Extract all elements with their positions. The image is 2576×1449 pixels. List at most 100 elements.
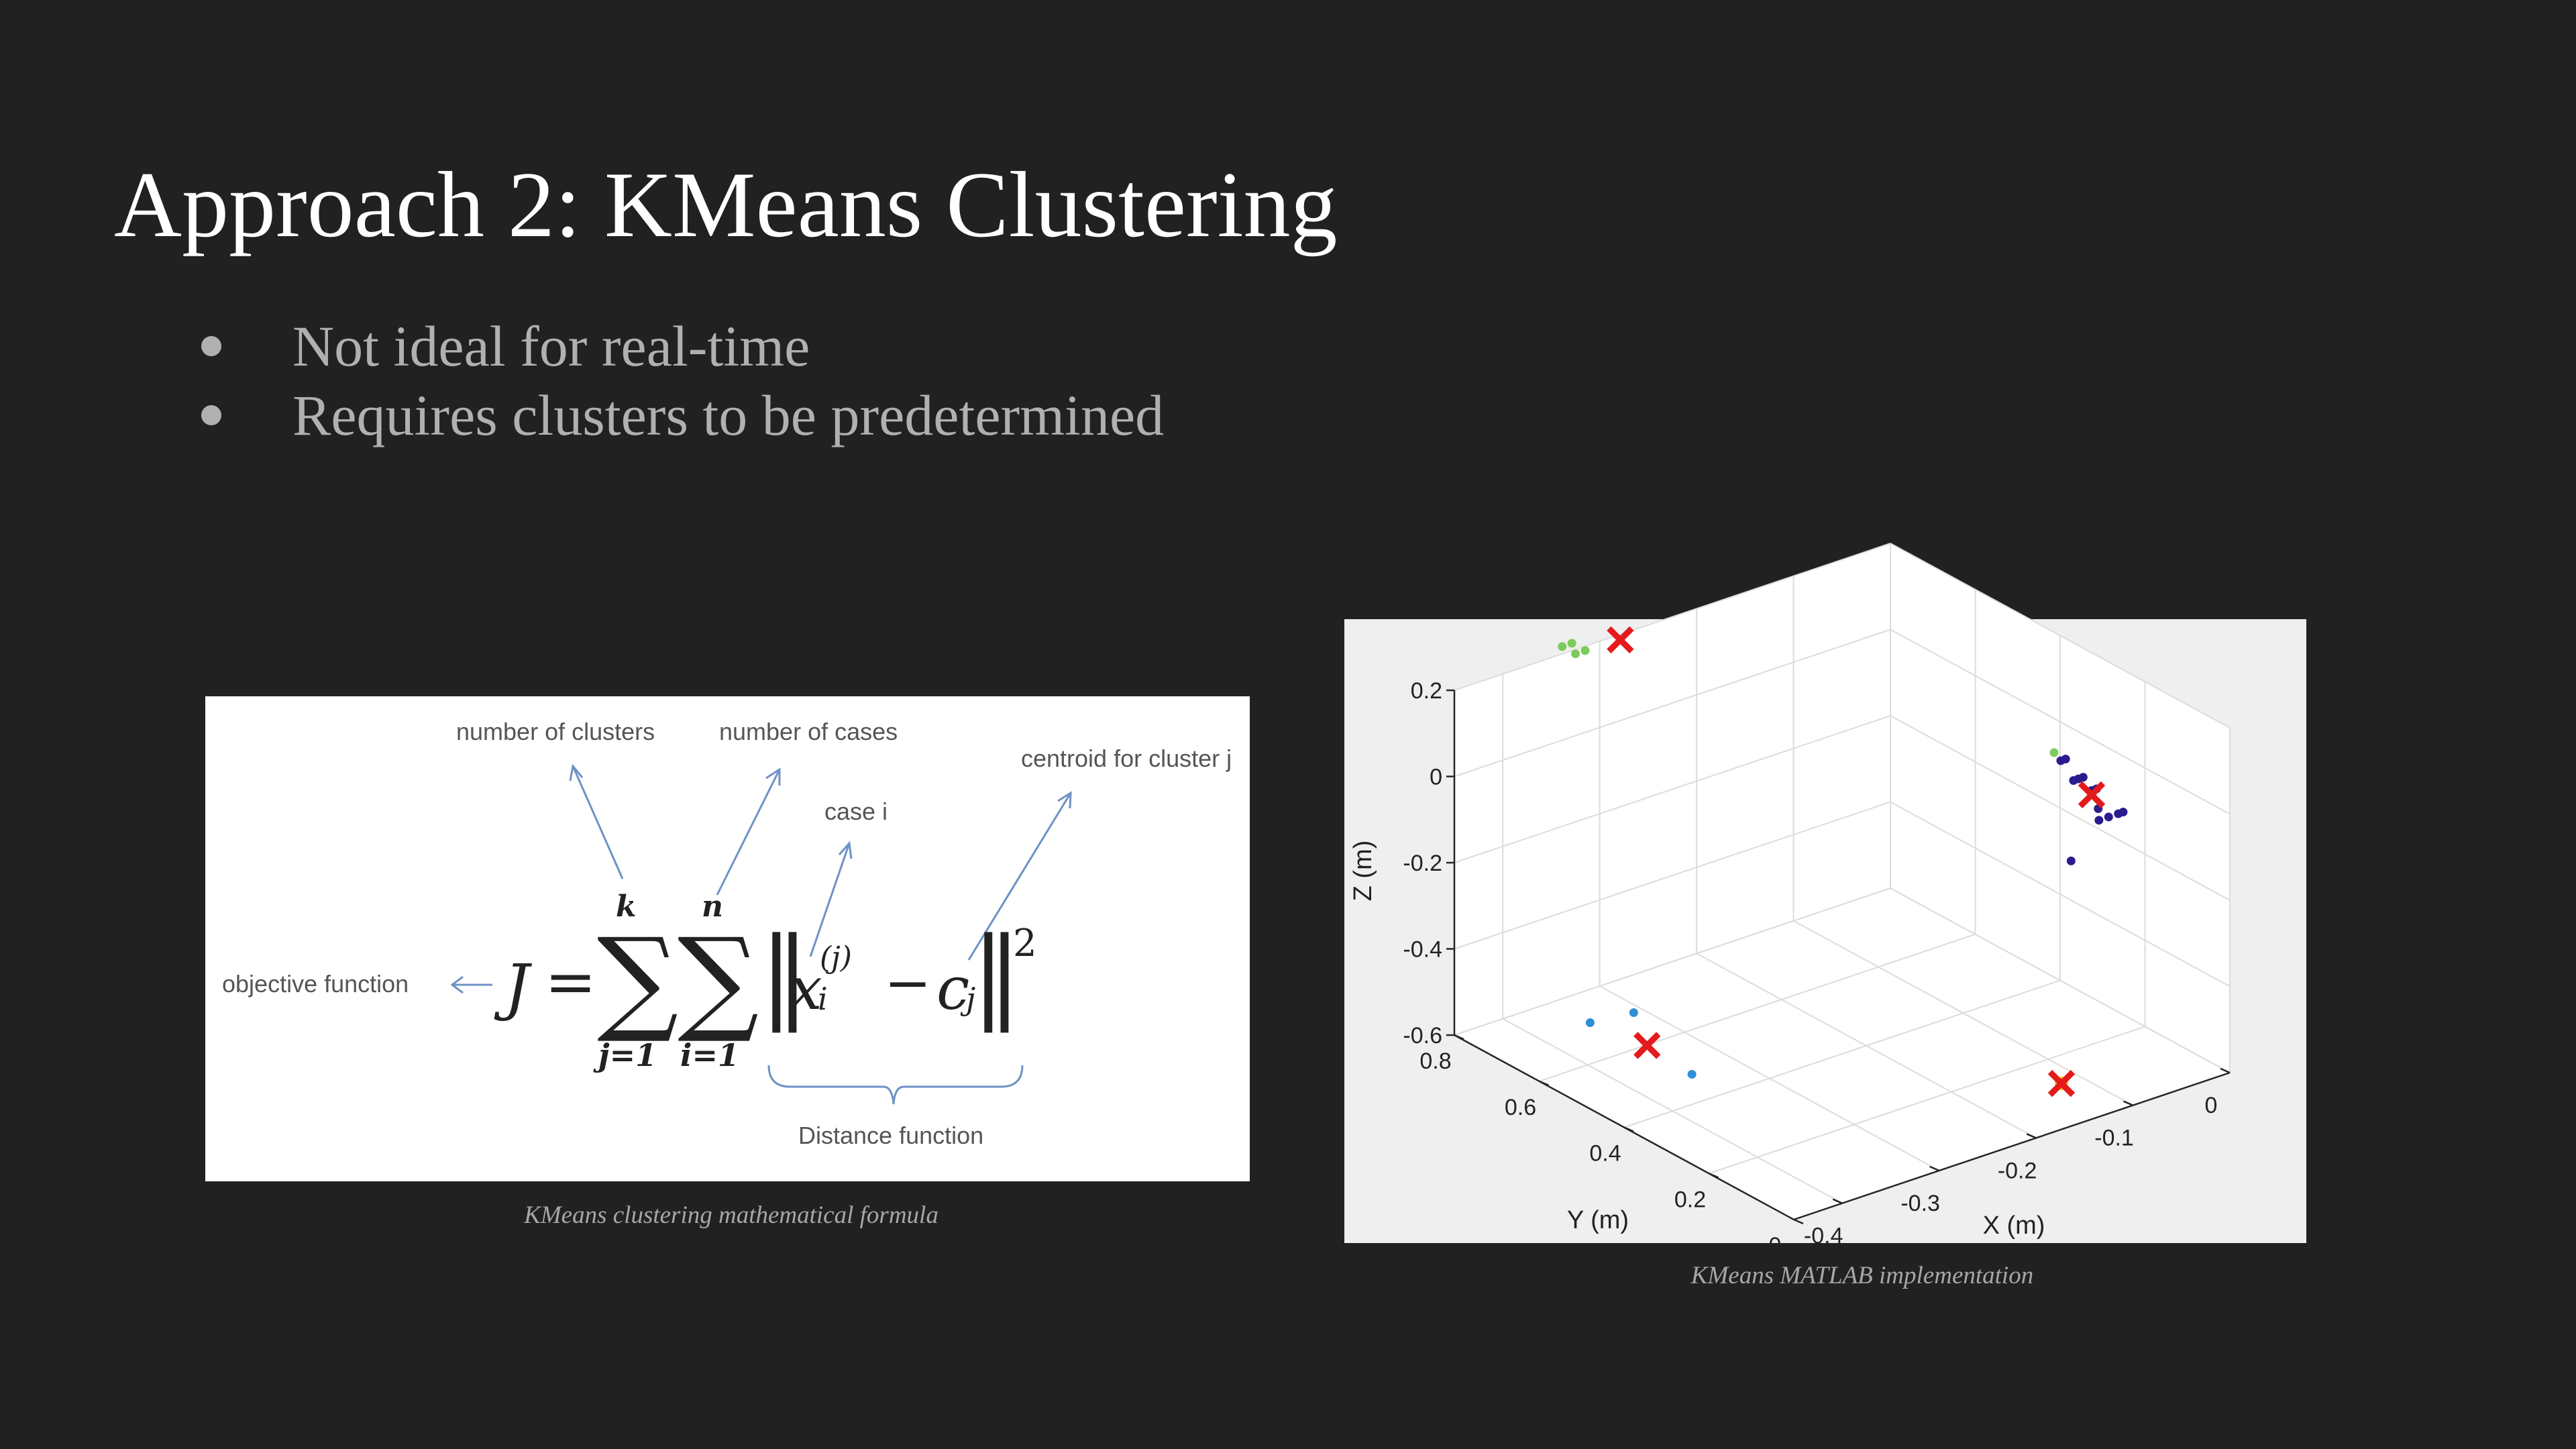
- arrow-head: [1057, 791, 1072, 809]
- slide-title: Approach 2: KMeans Clustering: [114, 153, 1338, 257]
- gridline: [1890, 888, 2231, 1073]
- z-tick-label: 0: [1430, 765, 1442, 790]
- y-tick-label: 0.2: [1674, 1187, 1706, 1212]
- data-point: [1567, 639, 1576, 648]
- data-point: [1580, 646, 1590, 655]
- y-tick-label: 0: [1769, 1233, 1782, 1258]
- y-tick: [1454, 1034, 1464, 1040]
- x-tick-label: -0.3: [1900, 1191, 1940, 1216]
- x-axis-label: X (m): [1983, 1212, 2045, 1240]
- formula-j: J: [504, 951, 529, 1023]
- bullet-item: Not ideal for real-time: [195, 312, 1164, 381]
- formula-c: c: [936, 954, 970, 1023]
- y-tick-label: 0.8: [1419, 1049, 1451, 1074]
- chart-tick-labels: -0.4 -0.3 -0.2 -0.1 0 0 0.2 0.4 0.6 0.8-0.6 -0.4 -0…: [1403, 678, 2217, 1258]
- gridline: [1890, 715, 2231, 901]
- distance-brace: [767, 1065, 1024, 1105]
- matlab-figure: -0.4 -0.3 -0.2 -0.1 0 0 0.2 0.4 0.6 0.8 -0.6 -0.4 -0…: [1344, 543, 2306, 1258]
- formula-image: number of clusters number of cases case …: [205, 696, 1250, 1181]
- arrow-cases: [716, 769, 781, 896]
- data-point: [2066, 856, 2076, 865]
- data-point: [2104, 812, 2113, 822]
- label-centroid: centroid for cluster j: [1021, 745, 1232, 772]
- y-tick: [1793, 1218, 1804, 1225]
- data-point: [1571, 649, 1580, 659]
- gridline: [1454, 715, 1891, 863]
- arrow-head: [450, 975, 464, 994]
- centroid-marker: [1607, 626, 1634, 653]
- formula-x-superscript: (j): [820, 941, 852, 975]
- arrow-head: [569, 763, 584, 782]
- z-tick-label: -0.4: [1403, 937, 1442, 963]
- gridline: [1454, 888, 1891, 1036]
- bullet-text: Requires clusters to be predetermined: [292, 383, 1165, 447]
- gridline: [1454, 801, 1891, 950]
- bullet-dot: [201, 405, 221, 425]
- data-point: [2094, 816, 2104, 825]
- gridline: [1709, 1026, 2145, 1175]
- y-tick-label: 0.4: [1589, 1141, 1621, 1167]
- chart-axes: [1446, 689, 2231, 1225]
- data-point: [2078, 773, 2088, 782]
- formula-x: x: [789, 954, 822, 1023]
- gridline: [1454, 543, 1891, 691]
- norm-bar-icon: ‖: [759, 916, 810, 1033]
- sigma-icon: ∑: [678, 914, 759, 1046]
- y-tick: [1539, 1080, 1549, 1086]
- data-point: [1558, 642, 1567, 651]
- label-distance-function: Distance function: [798, 1122, 984, 1149]
- gridline: [1454, 629, 1891, 777]
- formula-sum2-top: n: [702, 890, 723, 924]
- data-point: [1629, 1008, 1638, 1017]
- x-axis-line: [1793, 1071, 2231, 1221]
- gridline: [1890, 543, 2231, 729]
- arrow-clusters: [572, 765, 624, 879]
- arrow-centroid: [967, 792, 1072, 961]
- x-tick-label: -0.1: [2094, 1126, 2134, 1151]
- formula-power: 2: [1013, 922, 1037, 965]
- y-axis-label: Y (m): [1567, 1206, 1629, 1234]
- chart-data-points: [1558, 626, 2128, 1097]
- data-point: [2049, 748, 2059, 757]
- x-tick-label: 0: [2205, 1093, 2218, 1118]
- formula-sum2-bottom: i=1: [680, 1037, 740, 1073]
- label-number-of-cases: number of cases: [719, 718, 898, 745]
- bullet-item: Requires clusters to be predetermined: [195, 381, 1164, 450]
- x-tick: [2026, 1133, 2037, 1139]
- y-tick-label: 0.6: [1505, 1095, 1536, 1120]
- bullet-text: Not ideal for real-time: [292, 314, 810, 378]
- centroid-marker: [2047, 1069, 2076, 1097]
- y-tick: [1709, 1173, 1719, 1179]
- sigma-icon: ∑: [597, 914, 679, 1046]
- x-tick: [1929, 1165, 1940, 1172]
- arrow-head: [765, 767, 781, 786]
- chart-caption: KMeans MATLAB implementation: [1690, 1262, 2034, 1289]
- formula-sum1-bottom: j=1: [598, 1037, 657, 1073]
- label-number-of-clusters: number of clusters: [456, 718, 655, 745]
- formula-annotation-arrows: [450, 763, 1072, 1105]
- arrow-head: [838, 841, 853, 859]
- formula-equals: =: [545, 946, 597, 1018]
- centroid-marker: [2078, 781, 2106, 808]
- x-tick-label: -0.4: [1804, 1224, 1843, 1249]
- gridline: [1539, 933, 1976, 1082]
- bullet-dot: [201, 336, 221, 356]
- chart-gridlines: [1454, 543, 2231, 1220]
- data-point: [1585, 1018, 1595, 1027]
- norm-bar-icon: ‖: [971, 916, 1022, 1033]
- centroid-marker: [1633, 1032, 1661, 1059]
- label-case-i: case i: [824, 798, 888, 825]
- formula-minus: −: [884, 950, 932, 1016]
- gridline: [1890, 801, 2231, 987]
- gridline: [1623, 979, 2061, 1128]
- x-tick: [1832, 1198, 1843, 1204]
- scatter-3d-chart: -0.4 -0.3 -0.2 -0.1 0 0 0.2 0.4 0.6 0.8-0.6 -0.4 -0…: [1349, 543, 2231, 1258]
- z-tick-label: -0.6: [1403, 1023, 1442, 1049]
- z-tick-label: 0.2: [1411, 678, 1442, 704]
- y-tick: [1623, 1126, 1634, 1132]
- data-point: [1687, 1069, 1697, 1079]
- z-axis-label: Z (m): [1349, 841, 1377, 902]
- formula-x-subscript: i: [818, 981, 828, 1017]
- x-tick: [2123, 1100, 2134, 1106]
- x-tick-label: -0.2: [1998, 1158, 2037, 1183]
